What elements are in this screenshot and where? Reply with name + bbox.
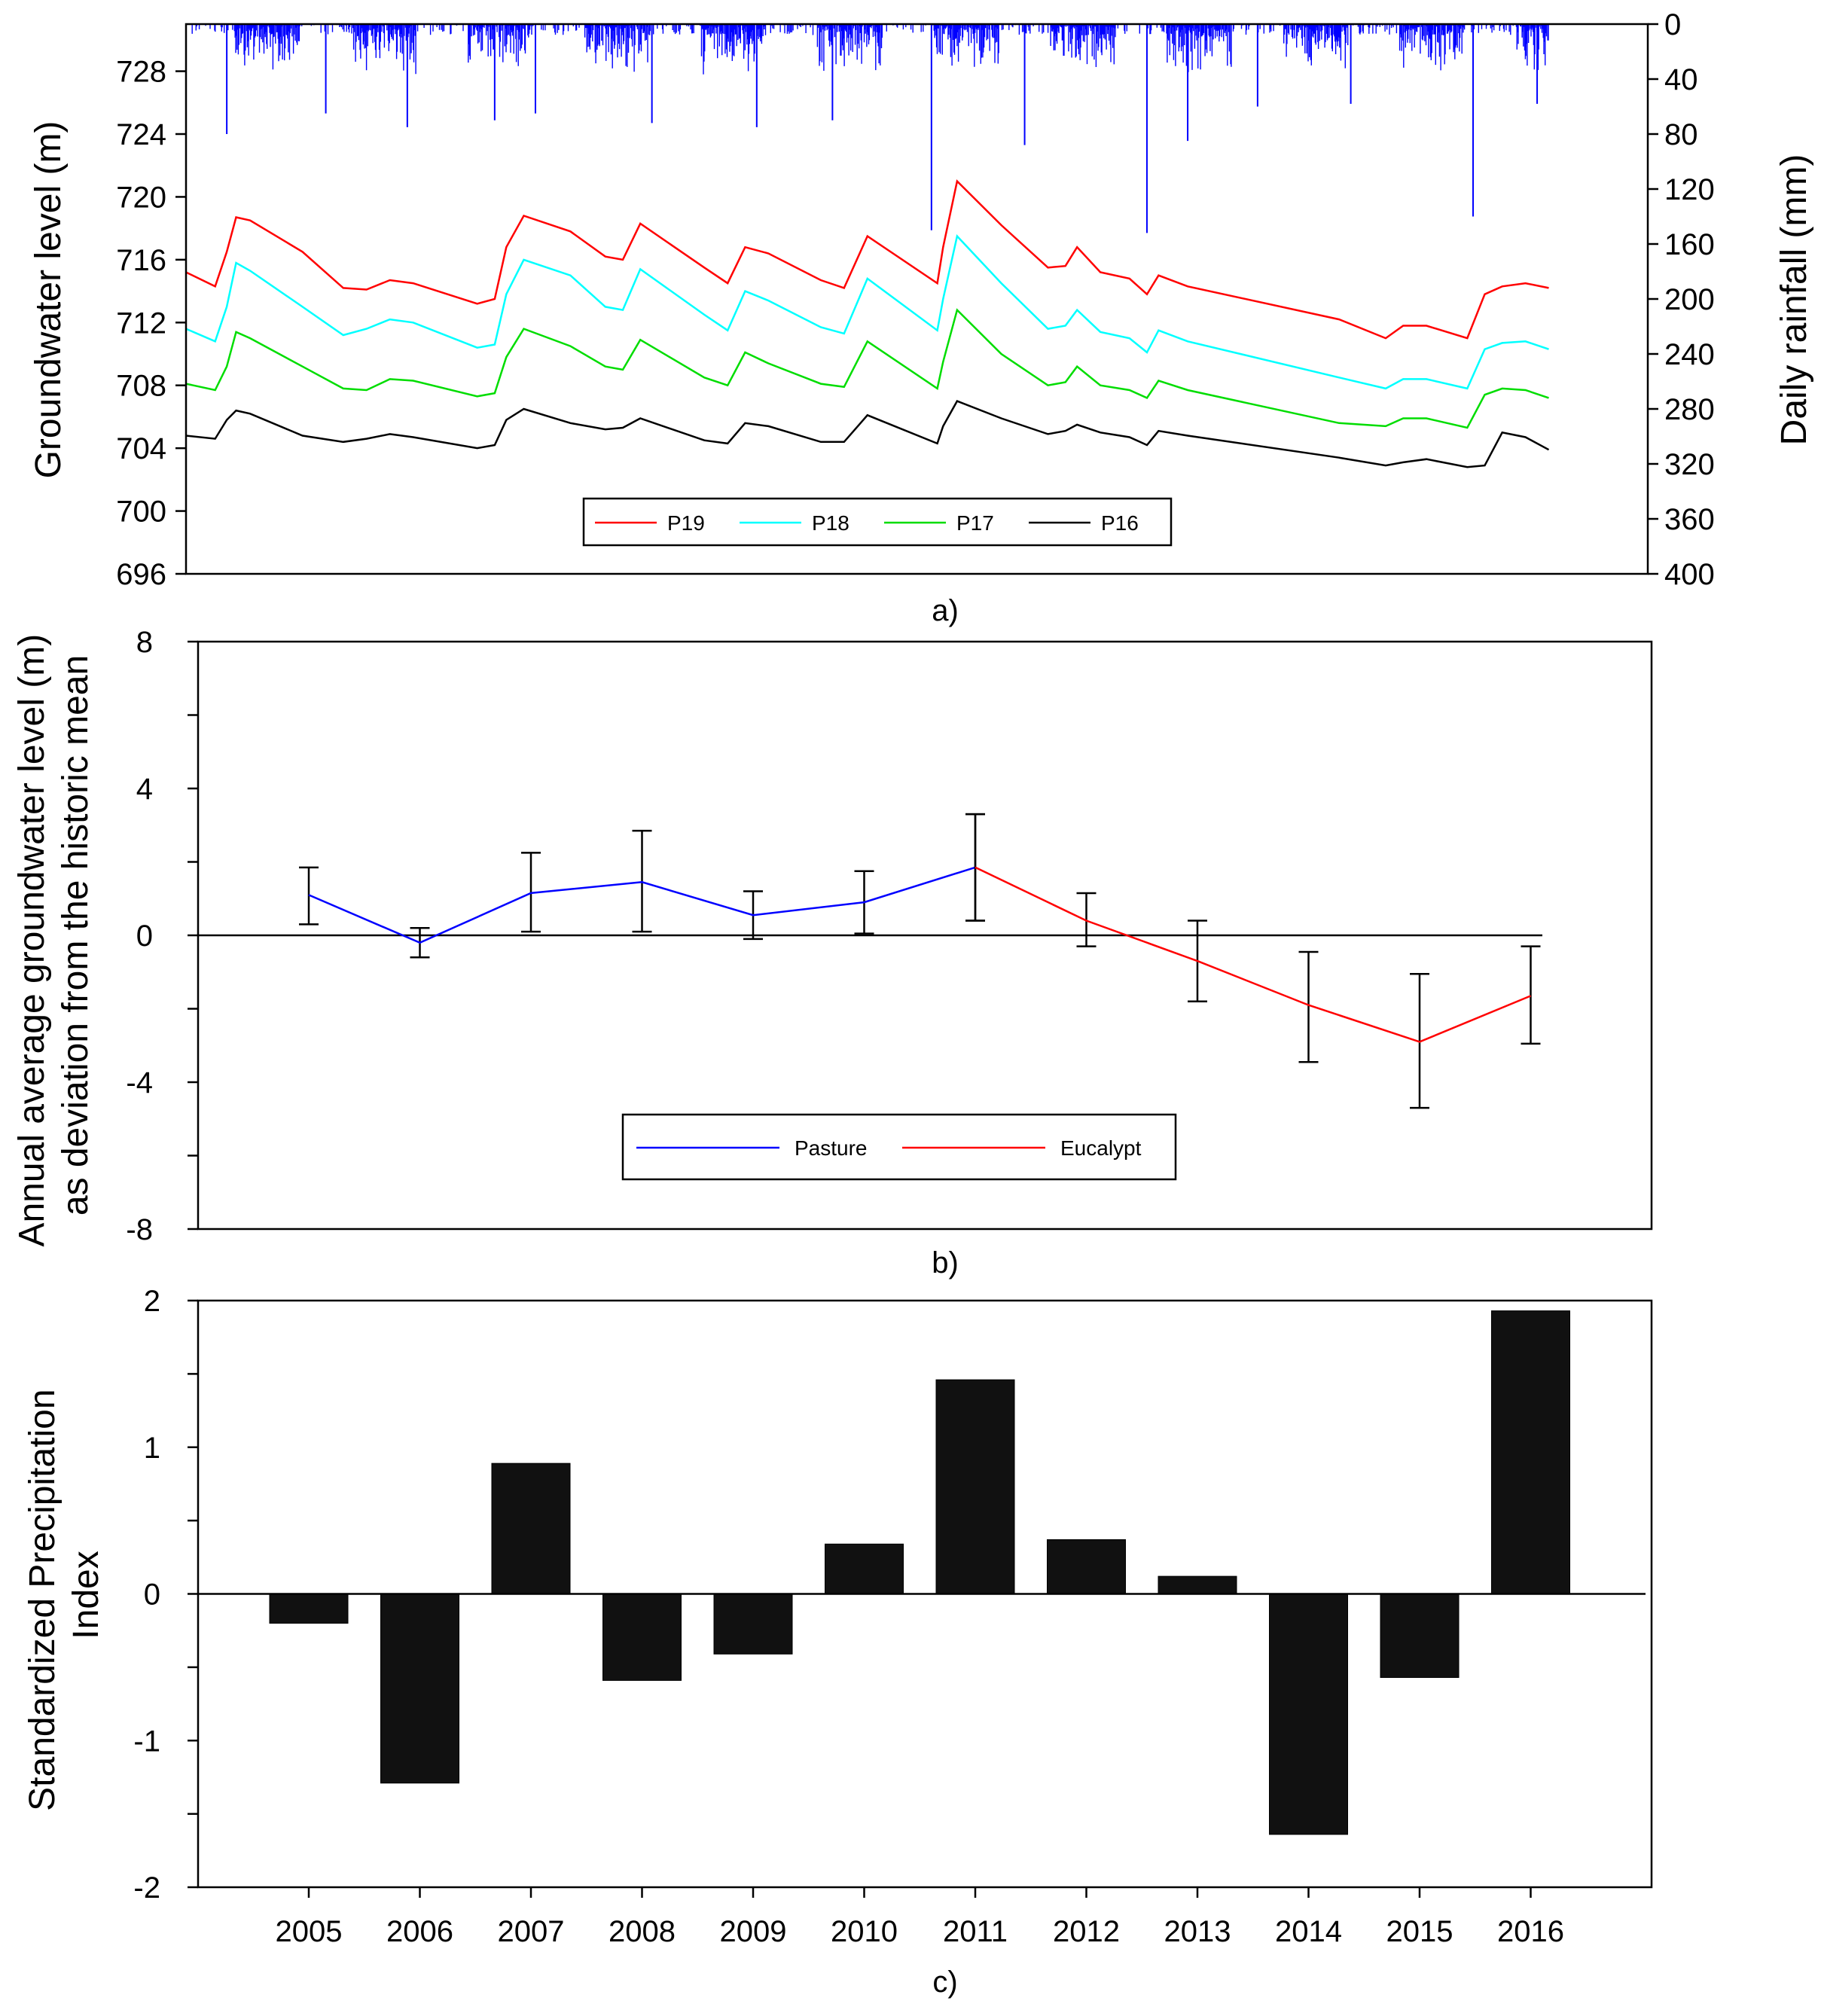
y2-tick-label: 320 — [1664, 448, 1715, 481]
y-tick-label: -2 — [133, 1871, 160, 1905]
y-tick-label: 4 — [136, 773, 153, 806]
y-tick-label: 2 — [144, 1285, 160, 1318]
panel-a-ticks: 696 700 704 708 712 716 720 724 728 0 40 80 120 160 20… — [116, 8, 1715, 591]
y2-tick-label: 400 — [1664, 558, 1715, 591]
y2-tick-label: 80 — [1664, 118, 1698, 151]
rainfall-bars — [191, 24, 1549, 233]
panel-c-ylabel-line2: Index — [66, 1551, 106, 1639]
panel-a-y2label: Daily rainfall (mm) — [1774, 154, 1814, 446]
bar-2010 — [825, 1543, 904, 1594]
panel-c-spi: -2 -1 0 1 2 2005 2006 2007 2008 2009 2010 2011 2012 2… — [23, 1285, 1653, 1999]
y-tick-label: 0 — [136, 920, 153, 953]
deviation-lines — [198, 813, 1542, 1109]
x-tick-label: 2012 — [1053, 1915, 1120, 1948]
bar-2013 — [1158, 1575, 1237, 1594]
panel-a-ylabel: Groundwater level (m) — [29, 121, 69, 479]
bar-2012 — [1047, 1539, 1126, 1595]
legend-label-p19: P19 — [667, 511, 705, 535]
groundwater-lines — [185, 179, 1550, 468]
y2-tick-label: 0 — [1664, 8, 1681, 41]
panel-a-legend: P19 P18 P17 P16 — [582, 497, 1173, 547]
panel-c-ylabel-line1: Standardized Precipitation — [23, 1389, 63, 1811]
legend-label-p16: P16 — [1101, 511, 1139, 535]
legend-label-pasture: Pasture — [795, 1136, 868, 1160]
bar-2009 — [713, 1594, 793, 1655]
line-eucalypt — [975, 866, 1531, 1043]
y-tick-label: 0 — [144, 1578, 160, 1612]
bar-2007 — [491, 1462, 571, 1594]
y-tick-label: 712 — [116, 307, 166, 340]
line-p17 — [185, 308, 1549, 429]
line-pasture — [308, 866, 976, 944]
y-tick-label: -1 — [133, 1725, 160, 1758]
line-p18 — [185, 234, 1549, 390]
y-tick-label: 696 — [116, 558, 166, 591]
y-tick-label: 728 — [116, 56, 166, 89]
legend-label-p17: P17 — [956, 511, 994, 535]
panel-a-label: a) — [932, 594, 959, 627]
x-tick-label: 2016 — [1497, 1915, 1564, 1948]
x-tick-label: 2007 — [498, 1915, 565, 1948]
legend-box — [582, 497, 1173, 547]
y-tick-label: 724 — [116, 118, 166, 151]
x-tick-label: 2008 — [609, 1915, 676, 1948]
y2-tick-label: 360 — [1664, 503, 1715, 536]
x-tick-label: 2011 — [943, 1915, 1008, 1948]
y2-tick-label: 240 — [1664, 338, 1715, 371]
legend-label-eucalypt: Eucalypt — [1060, 1136, 1142, 1160]
bar-2005 — [269, 1594, 349, 1624]
y-tick-label: 716 — [116, 244, 166, 277]
y-tick-label: -4 — [126, 1066, 153, 1099]
x-tick-label: 2010 — [831, 1915, 898, 1948]
bar-2016 — [1491, 1310, 1570, 1594]
x-tick-label: 2014 — [1275, 1915, 1342, 1948]
panel-b-label: b) — [932, 1246, 959, 1279]
y2-tick-label: 120 — [1664, 173, 1715, 206]
y-tick-label: 8 — [136, 626, 153, 659]
bar-2014 — [1269, 1594, 1348, 1835]
panel-c-ticks: -2 -1 0 1 2 2005 2006 2007 2008 2009 2010 2011 2012 2… — [133, 1285, 1564, 1948]
panel-b-ylabel-line1: Annual average groundwater level (m) — [12, 634, 52, 1247]
y-tick-label: 720 — [116, 181, 166, 214]
legend-label-p18: P18 — [812, 511, 849, 535]
panel-b-ylabel: Annual average groundwater level (m) as … — [12, 624, 96, 1246]
panel-c-label: c) — [932, 1966, 957, 1999]
y-tick-label: 700 — [116, 496, 166, 529]
line-p19 — [185, 179, 1549, 340]
y-tick-label: 1 — [144, 1432, 160, 1465]
panel-a-frame — [185, 23, 1649, 575]
panel-b-ticks: -8 -4 0 4 8 — [126, 626, 198, 1246]
panel-a-groundwater-rainfall: 696 700 704 708 712 716 720 724 728 0 40 80 120 160 20… — [29, 8, 1814, 627]
y2-tick-label: 280 — [1664, 393, 1715, 426]
panel-b-ylabel-line2: as deviation from the historic mean — [56, 655, 96, 1215]
y-tick-label: -8 — [126, 1213, 153, 1246]
x-tick-label: 2013 — [1164, 1915, 1231, 1948]
bar-2015 — [1380, 1594, 1460, 1679]
bar-2006 — [380, 1594, 459, 1784]
panel-b-annual-deviation: -8 -4 0 4 8 Annual average groundwater level… — [12, 624, 1653, 1279]
x-tick-label: 2009 — [720, 1915, 787, 1948]
rainfall-daily-bars — [191, 24, 1549, 75]
x-tick-label: 2005 — [276, 1915, 343, 1948]
bar-2008 — [602, 1594, 682, 1681]
panel-b-legend: Pasture Eucalypt — [621, 1113, 1177, 1181]
y2-tick-label: 40 — [1664, 63, 1698, 96]
x-tick-label: 2006 — [386, 1915, 453, 1948]
panel-c-ylabel: Standardized Precipitation Index — [23, 1379, 106, 1811]
y2-tick-label: 200 — [1664, 283, 1715, 316]
y-tick-label: 704 — [116, 432, 166, 465]
y-tick-label: 708 — [116, 370, 166, 403]
x-tick-label: 2015 — [1386, 1915, 1453, 1948]
bar-2011 — [935, 1379, 1015, 1595]
line-p16 — [185, 400, 1550, 468]
spi-bars — [198, 1310, 1646, 1835]
y2-tick-label: 160 — [1664, 228, 1715, 261]
